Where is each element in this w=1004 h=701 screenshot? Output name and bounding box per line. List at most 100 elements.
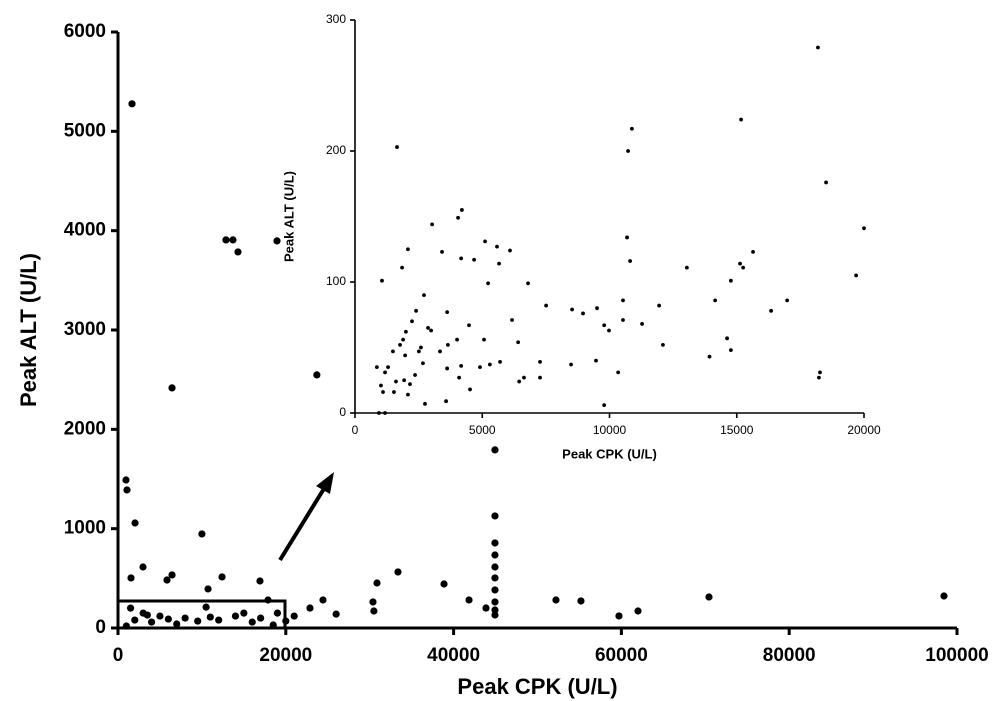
point — [413, 373, 417, 377]
point — [491, 512, 499, 520]
point — [455, 337, 459, 342]
point — [634, 607, 642, 615]
point — [156, 612, 164, 620]
point — [459, 208, 464, 212]
point — [940, 592, 948, 600]
point — [440, 580, 448, 588]
point — [751, 249, 755, 254]
point — [713, 298, 718, 303]
point — [416, 349, 421, 354]
point — [429, 328, 433, 333]
point — [131, 519, 139, 527]
point — [173, 620, 181, 628]
point — [273, 609, 282, 617]
point — [661, 342, 665, 347]
point — [594, 358, 598, 363]
point — [495, 244, 499, 249]
point — [621, 318, 625, 322]
point — [517, 379, 522, 384]
point — [204, 585, 212, 593]
y-tick-label: 100 — [326, 274, 346, 288]
point — [231, 612, 240, 620]
point — [440, 249, 444, 254]
point — [168, 384, 176, 392]
point — [386, 365, 390, 370]
point — [595, 306, 599, 311]
point — [438, 349, 442, 354]
point — [383, 370, 387, 375]
point — [290, 612, 298, 620]
point — [379, 383, 383, 388]
point — [194, 617, 202, 625]
point — [538, 375, 542, 380]
point — [467, 323, 471, 328]
point — [459, 363, 464, 368]
point — [319, 596, 327, 604]
point — [491, 539, 499, 547]
x-tick-label: 80000 — [763, 645, 816, 666]
point — [728, 348, 733, 353]
point — [741, 265, 746, 270]
point — [544, 303, 549, 308]
point — [824, 180, 828, 185]
point — [181, 614, 189, 622]
point — [657, 303, 662, 308]
point — [313, 371, 321, 379]
x-tick-label: 60000 — [595, 645, 648, 666]
point — [602, 323, 607, 328]
x-tick-label: 5000 — [469, 423, 496, 437]
x-tick-label: 10000 — [593, 423, 627, 437]
point — [487, 362, 492, 367]
point — [380, 278, 384, 283]
point — [256, 577, 264, 585]
point — [570, 307, 574, 312]
point — [615, 612, 623, 620]
point — [164, 615, 172, 623]
point — [569, 362, 573, 367]
point — [538, 360, 542, 364]
point — [728, 278, 733, 283]
point — [414, 308, 418, 313]
point — [785, 298, 790, 303]
point — [725, 336, 729, 341]
point — [816, 45, 820, 50]
y-tick-label: 1000 — [64, 518, 106, 539]
point — [430, 222, 435, 227]
point — [522, 375, 526, 380]
point — [491, 574, 499, 582]
point — [468, 387, 472, 392]
point — [383, 411, 387, 415]
point — [394, 568, 402, 576]
point — [408, 382, 412, 387]
point — [491, 446, 499, 454]
point — [269, 621, 277, 629]
point — [465, 596, 473, 604]
point — [391, 349, 395, 354]
point — [626, 149, 630, 153]
point — [419, 345, 423, 350]
point — [510, 318, 514, 322]
y-axis-label: Peak ALT (U/L) — [16, 253, 41, 407]
y-tick-label: 0 — [95, 617, 106, 638]
point — [552, 596, 560, 604]
point — [123, 486, 131, 494]
point — [240, 609, 248, 617]
y-tick-label: 0 — [339, 405, 346, 419]
x-tick-label: 20000 — [259, 645, 312, 666]
point — [486, 281, 491, 286]
point — [705, 593, 713, 601]
y-tick-label: 4000 — [64, 220, 106, 241]
point — [581, 311, 585, 316]
point — [377, 411, 381, 415]
arrow-shaft — [278, 485, 327, 562]
point — [602, 403, 607, 408]
point — [163, 576, 171, 584]
x-tick-label: 0 — [352, 423, 359, 437]
point — [128, 100, 136, 108]
point — [332, 610, 340, 618]
point — [122, 622, 130, 630]
point — [257, 614, 265, 622]
point — [139, 563, 147, 571]
point — [526, 281, 530, 286]
